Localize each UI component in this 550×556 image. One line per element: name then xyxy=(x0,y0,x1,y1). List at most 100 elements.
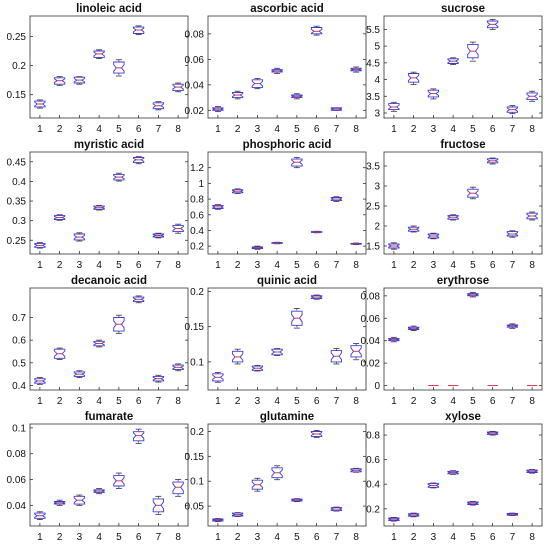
x-tick-label: 4 xyxy=(274,124,280,135)
box-5 xyxy=(291,498,303,503)
box-3 xyxy=(251,78,264,90)
y-tick-label: 2 xyxy=(374,222,380,233)
x-tick-label: 8 xyxy=(175,260,181,271)
box-5 xyxy=(291,93,303,100)
box-body xyxy=(447,215,459,220)
box-1 xyxy=(388,101,400,112)
box-body xyxy=(231,350,244,363)
box-5 xyxy=(467,41,479,62)
x-tick-label: 3 xyxy=(77,396,83,407)
plot-frame xyxy=(383,151,543,255)
y-tick-label: 0.8 xyxy=(366,431,380,442)
box-3 xyxy=(73,232,86,242)
y-tick-label: 0.15 xyxy=(7,90,27,101)
y-tick-label: 1 xyxy=(198,179,204,190)
y-tick-label: 0.2 xyxy=(190,427,204,438)
y-tick-label: 0.04 xyxy=(7,501,27,512)
x-tick-label: 8 xyxy=(175,396,181,407)
x-tick-label: 7 xyxy=(334,260,340,271)
box-3 xyxy=(251,477,264,492)
box-8 xyxy=(172,479,184,497)
box-1 xyxy=(212,518,224,522)
box-5 xyxy=(113,172,125,182)
y-tick-label: 0.45 xyxy=(7,157,27,168)
x-tick-label: 8 xyxy=(353,124,359,135)
subplot-12: xylose 0.2 0.4 0.6 0.8 1 2 3 4 5 6 7 8 xyxy=(366,411,543,543)
box-body xyxy=(388,243,400,249)
x-tick-label: 8 xyxy=(529,532,535,543)
y-tick-label: 0.15 xyxy=(185,322,205,333)
box-2 xyxy=(53,76,66,86)
box-body xyxy=(388,517,400,521)
y-tick-label: 0.04 xyxy=(361,336,381,347)
box-body xyxy=(34,242,46,248)
box-6 xyxy=(132,25,145,36)
box-body xyxy=(93,50,105,58)
subplot-title: quinic acid xyxy=(257,275,317,287)
x-tick-label: 7 xyxy=(510,260,516,271)
x-tick-label: 2 xyxy=(57,396,63,407)
box-2 xyxy=(231,348,244,365)
subplot-title: fructose xyxy=(440,139,485,151)
y-tick-label: 0.05 xyxy=(185,502,205,513)
x-tick-label: 5 xyxy=(470,532,476,543)
box-2 xyxy=(53,347,66,360)
x-tick-label: 1 xyxy=(391,396,397,407)
y-tick-label: 0.2 xyxy=(190,242,204,253)
box-body xyxy=(447,470,459,475)
y-tick-label: 2.5 xyxy=(366,202,380,213)
box-1 xyxy=(388,336,400,343)
x-tick-label: 1 xyxy=(37,124,43,135)
box-6 xyxy=(486,18,499,30)
box-body xyxy=(350,242,362,245)
box-8 xyxy=(172,82,184,93)
box-body xyxy=(427,89,440,98)
x-tick-label: 2 xyxy=(57,532,63,543)
box-body xyxy=(467,293,479,297)
x-tick-label: 2 xyxy=(411,396,417,407)
plot-frame xyxy=(383,15,543,119)
box-body xyxy=(526,92,538,101)
box-body xyxy=(172,83,184,92)
x-tick-label: 2 xyxy=(235,396,241,407)
x-tick-label: 1 xyxy=(215,396,221,407)
box-6 xyxy=(132,156,145,165)
box-5 xyxy=(291,307,303,329)
box-body xyxy=(330,507,343,512)
y-tick-label: 0.15 xyxy=(185,452,205,463)
box-body xyxy=(93,489,105,493)
box-body xyxy=(172,364,184,371)
box-3 xyxy=(73,494,86,506)
x-tick-label: 3 xyxy=(431,532,437,543)
x-tick-label: 1 xyxy=(37,396,43,407)
y-tick-label: 0.2 xyxy=(12,61,26,72)
y-tick-label: 0.6 xyxy=(366,455,380,466)
x-tick-label: 2 xyxy=(235,532,241,543)
box-body xyxy=(251,479,264,490)
box-body xyxy=(132,296,145,303)
box-body xyxy=(310,231,323,233)
box-body xyxy=(34,100,46,108)
y-tick-label: 0.2 xyxy=(190,287,204,298)
plot-frame xyxy=(29,151,189,255)
box-6 xyxy=(310,25,323,36)
x-tick-label: 7 xyxy=(334,396,340,407)
x-tick-label: 2 xyxy=(235,124,241,135)
box-body xyxy=(73,76,86,84)
box-body xyxy=(388,103,400,111)
box-body xyxy=(506,106,519,113)
subplot-9: erythrose 0 0.02 0.04 0.06 0.08 1 2 3 4 5 6 7 8 xyxy=(361,275,543,407)
x-tick-label: 7 xyxy=(156,124,162,135)
box-3 xyxy=(73,76,86,85)
box-body xyxy=(231,512,244,517)
x-tick-label: 8 xyxy=(175,124,181,135)
x-tick-label: 6 xyxy=(136,396,142,407)
subplot-8: quinic acid 0.1 0.15 0.2 1 2 3 4 5 6 7 8 xyxy=(185,275,367,407)
y-tick-label: 5 xyxy=(374,42,380,53)
box-body xyxy=(212,518,224,522)
x-tick-label: 3 xyxy=(77,260,83,271)
box-body xyxy=(73,371,86,377)
y-tick-label: 0.4 xyxy=(12,381,26,392)
box-3 xyxy=(427,232,440,240)
